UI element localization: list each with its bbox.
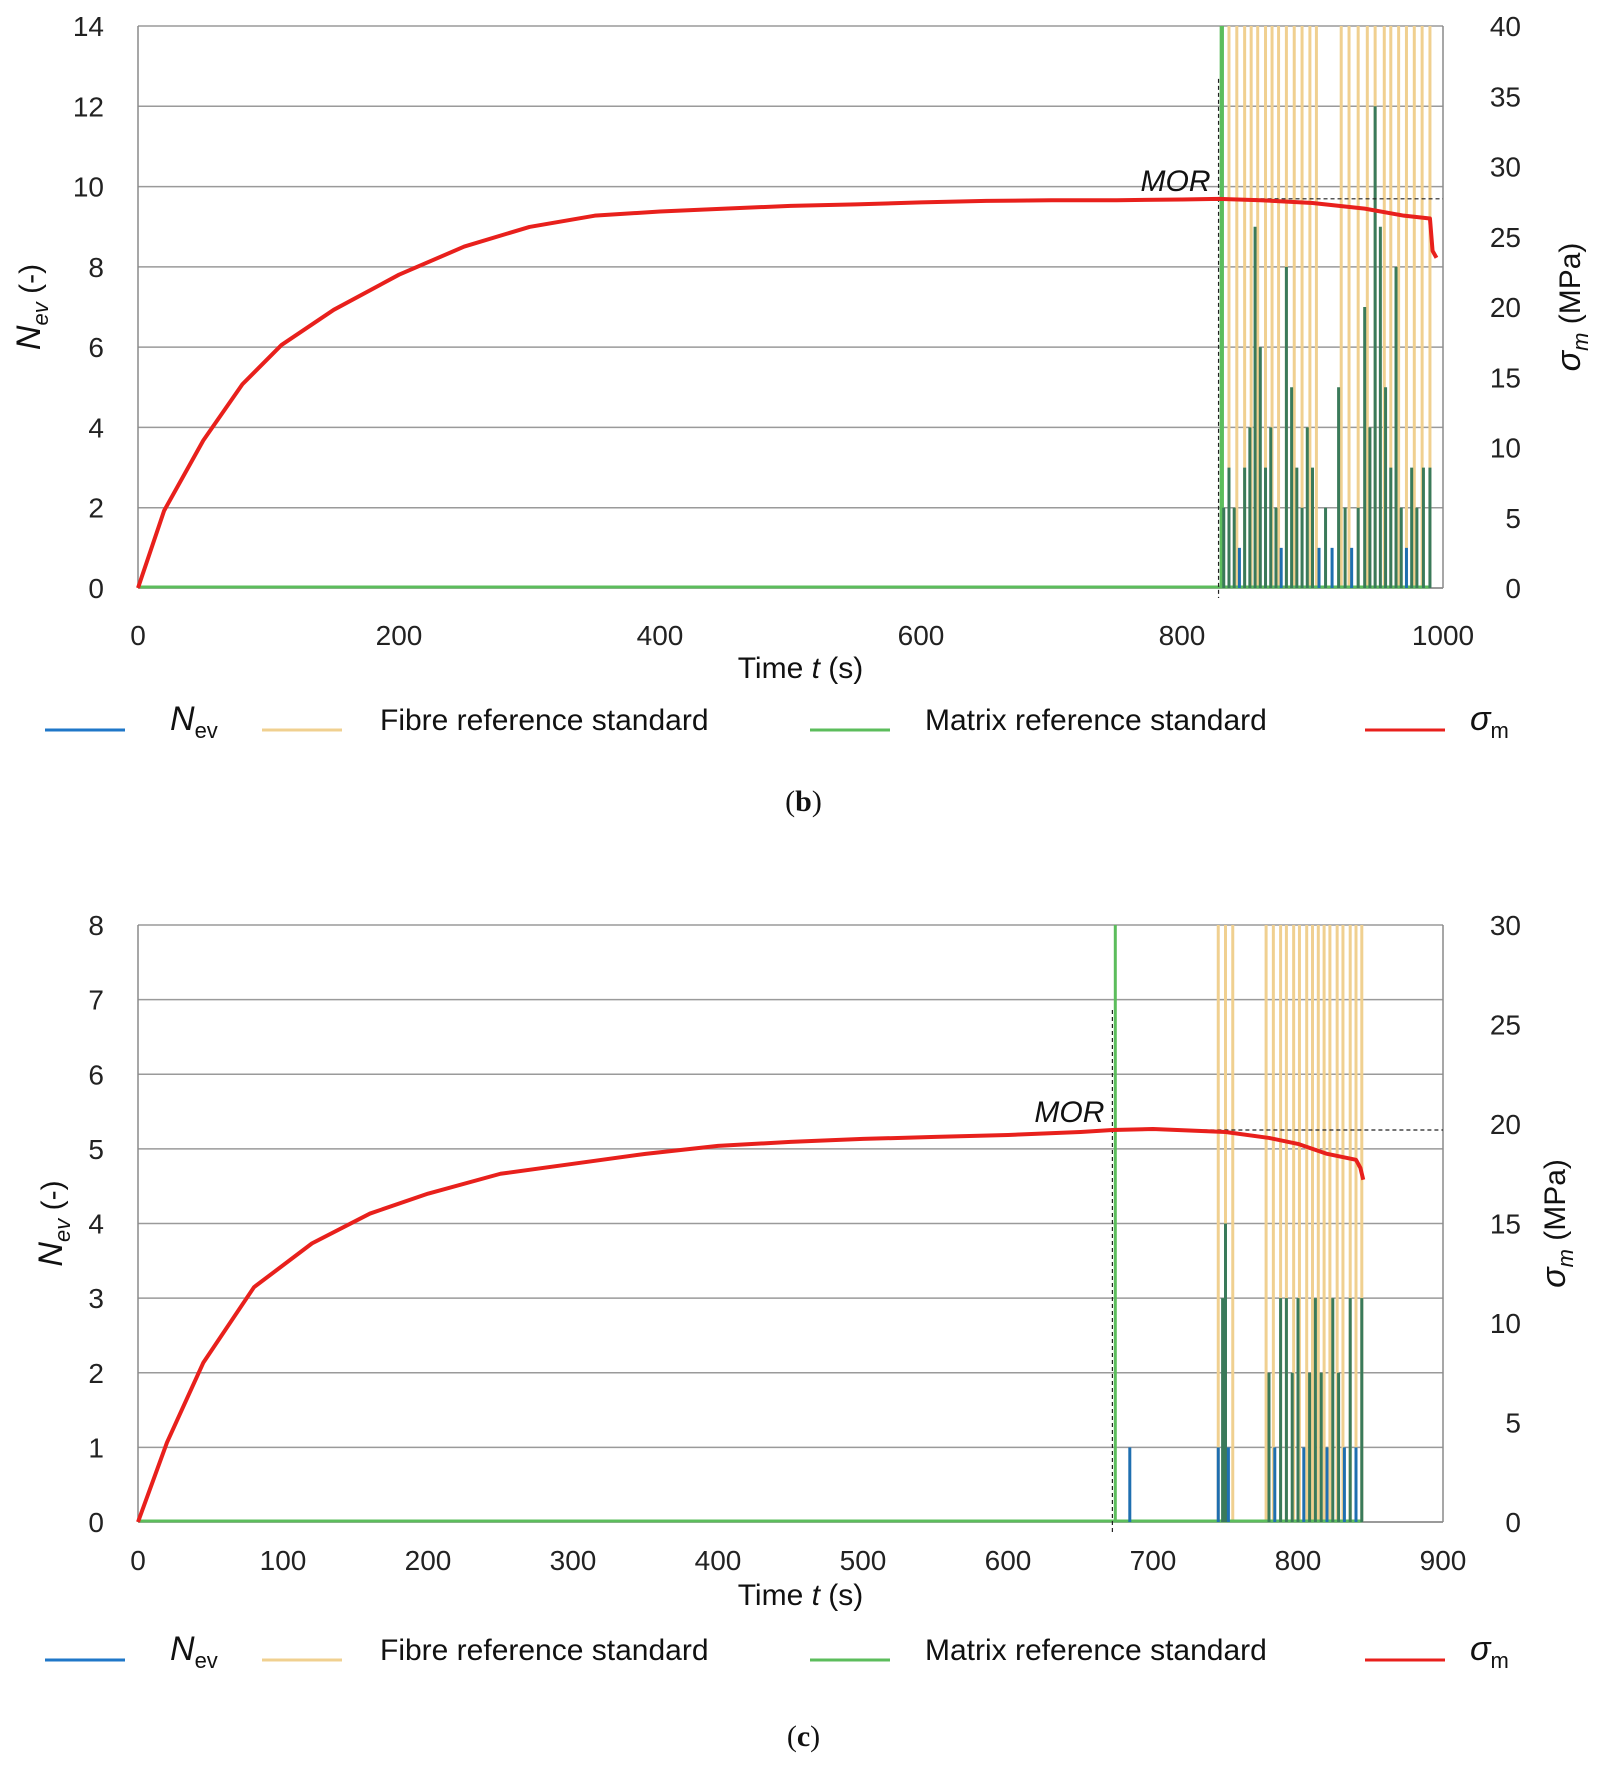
y-tick-label-6: 6 [88,1059,104,1090]
matrix-reference-lines [1219,26,1224,588]
y2-tick-label-5: 25 [1490,1010,1521,1041]
x-tick-label-4: 800 [1159,620,1206,651]
mor-label: MOR [1141,165,1211,198]
legend-label-2: Matrix reference standard [925,704,1267,737]
y-tick-labels: 0 2 4 6 8 10 12 14 [73,11,104,604]
y2-tick-labels: 0 5 10 15 20 25 30 [1490,910,1521,1538]
x-tick-labels: 0 200 400 600 800 1000 [130,620,1474,651]
stress-curve [136,196,1439,589]
y-tick-label-1: 2 [88,493,104,524]
y-tick-label-6: 12 [73,91,104,122]
y-axis-label: Nev (-) [32,1180,75,1266]
mor-label: MOR [1034,1096,1104,1129]
caption-c-letter: c [796,1720,811,1753]
y-tick-label-7: 7 [88,985,104,1016]
y-tick-labels: 0 1 2 3 4 5 6 7 8 [88,910,104,1538]
y2-tick-label-4: 20 [1490,1109,1521,1140]
x-tick-label-5: 500 [840,1545,887,1576]
y2-axis-label: σm (MPa) [1550,243,1593,372]
nev-bars [1128,1223,1364,1522]
y-tick-label-5: 10 [73,172,104,203]
y-tick-label-0: 0 [88,573,104,604]
y-tick-label-1: 1 [88,1432,104,1463]
y-tick-label-3: 6 [88,332,104,363]
y2-tick-label-1: 5 [1505,1408,1521,1439]
x-tick-labels: 0 100 200 300 400 500 600 700 800 900 [130,1545,1466,1576]
y-tick-label-8: 8 [88,910,104,941]
caption-b-letter: b [795,785,812,818]
legend-label-1: Fibre reference standard [380,1634,709,1667]
legend-label-3: σm [1470,700,1509,743]
x-tick-label-0: 0 [130,620,146,651]
x-tick-label-5: 1000 [1412,620,1474,651]
chart-b: MOR 0 200 400 600 800 1000 0 2 4 6 8 10 12 14 0 5 10 15 20 2… [10,11,1593,743]
y-tick-label-4: 8 [88,252,104,283]
x-tick-label-0: 0 [130,1545,146,1576]
y-tick-label-7: 14 [73,11,104,42]
y2-tick-label-6: 30 [1490,910,1521,941]
y2-tick-label-0: 0 [1505,1507,1521,1538]
legend-label-0: Nev [170,1630,218,1673]
legend-label-0: Nev [170,700,218,743]
y2-tick-label-3: 15 [1490,362,1521,393]
gridlines [138,924,1443,1523]
legend-label-2: Matrix reference standard [925,1634,1267,1667]
x-axis-label: Time t (s) [738,652,864,685]
y-tick-label-5: 5 [88,1134,104,1165]
x-tick-label-3: 300 [550,1545,597,1576]
x-tick-label-9: 900 [1420,1545,1467,1576]
y2-tick-label-5: 25 [1490,222,1521,253]
x-axis-label: Time t (s) [738,1579,864,1612]
y2-tick-label-2: 10 [1490,1308,1521,1339]
x-tick-label-4: 400 [695,1545,742,1576]
y2-axis-label: σm (MPa) [1535,1159,1578,1288]
legend-label-3: σm [1470,1630,1509,1673]
x-tick-label-2: 400 [637,620,684,651]
y2-tick-label-4: 20 [1490,292,1521,323]
x-tick-label-2: 200 [405,1545,452,1576]
y2-tick-label-2: 10 [1490,433,1521,464]
y-tick-label-3: 3 [88,1283,104,1314]
legend: Nev Fibre reference standard Matrix refere… [45,700,1509,743]
y2-tick-label-8: 40 [1490,11,1521,42]
caption-b: (b) [785,785,822,818]
x-tick-label-3: 600 [898,620,945,651]
nev-bars [1222,106,1432,588]
x-tick-label-1: 100 [260,1545,307,1576]
x-tick-label-8: 800 [1275,1545,1322,1576]
legend: Nev Fibre reference standard Matrix refere… [45,1630,1509,1673]
y2-tick-label-7: 35 [1490,81,1521,112]
y2-tick-labels: 0 5 10 15 20 25 30 35 40 [1490,11,1521,604]
stress-curve [136,1126,1366,1523]
y2-tick-label-6: 30 [1490,152,1521,183]
x-tick-label-6: 600 [985,1545,1032,1576]
caption-c: (c) [786,1720,821,1753]
gridlines [138,25,1443,589]
y-tick-label-0: 0 [88,1507,104,1538]
y2-tick-label-3: 15 [1490,1209,1521,1240]
y2-tick-label-0: 0 [1505,573,1521,604]
chart-panel-b: MOR 0 200 400 600 800 1000 0 2 4 6 8 10 12 14 0 5 10 15 20 2… [0,0,1607,818]
x-tick-label-1: 200 [376,620,423,651]
x-tick-label-7: 700 [1130,1545,1177,1576]
y-tick-label-2: 2 [88,1358,104,1389]
legend-label-1: Fibre reference standard [380,704,709,737]
y-tick-label-2: 4 [88,412,104,443]
chart-panel-c: MOR 0 100 200 300 400 500 600 700 800 900 0 1 2 3 4 5 6 7 8… [0,900,1607,1770]
y-axis-label: Nev (-) [10,264,53,350]
y-tick-label-4: 4 [88,1209,104,1240]
y2-tick-label-1: 5 [1505,503,1521,534]
